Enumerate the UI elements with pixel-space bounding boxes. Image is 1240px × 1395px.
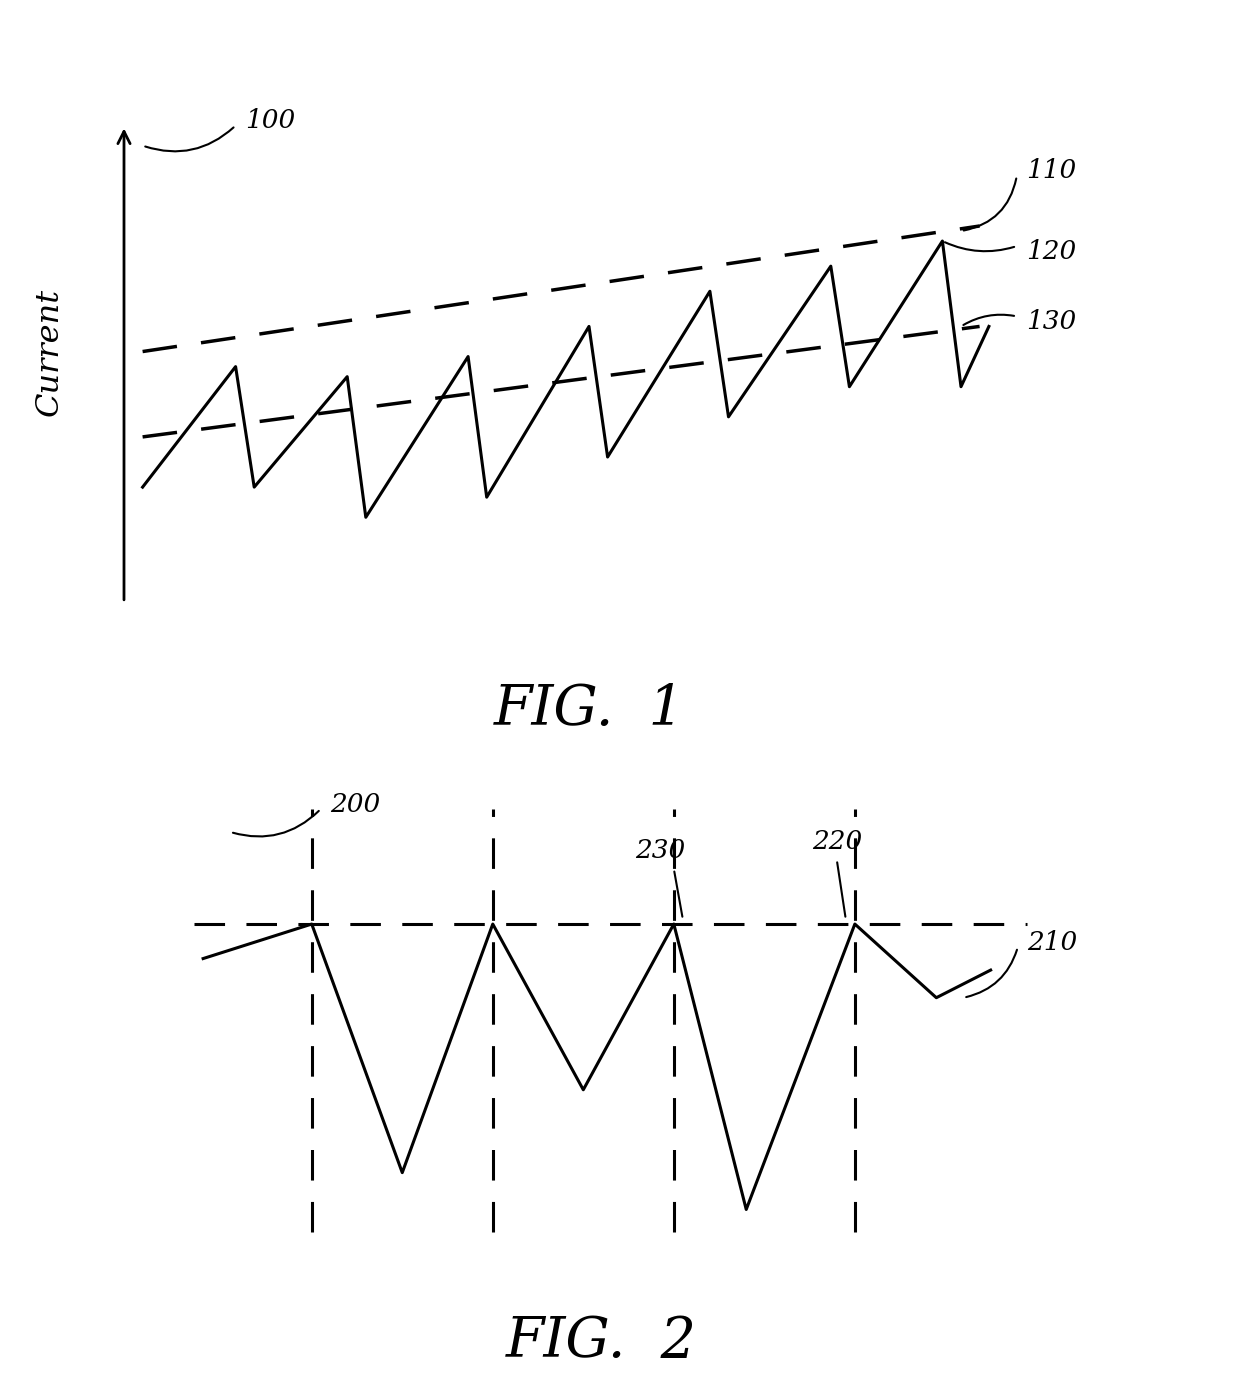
Text: FIG.  2: FIG. 2: [506, 1314, 697, 1370]
Text: 130: 130: [1025, 308, 1076, 333]
Text: 230: 230: [635, 838, 686, 864]
Text: 110: 110: [1025, 158, 1076, 183]
Text: 220: 220: [812, 829, 862, 854]
Text: FIG.  1: FIG. 1: [494, 682, 684, 738]
Text: Current: Current: [33, 287, 64, 416]
Text: 100: 100: [246, 107, 295, 133]
Text: 200: 200: [330, 792, 381, 817]
Text: 120: 120: [1025, 239, 1076, 264]
Text: 210: 210: [1027, 930, 1078, 956]
